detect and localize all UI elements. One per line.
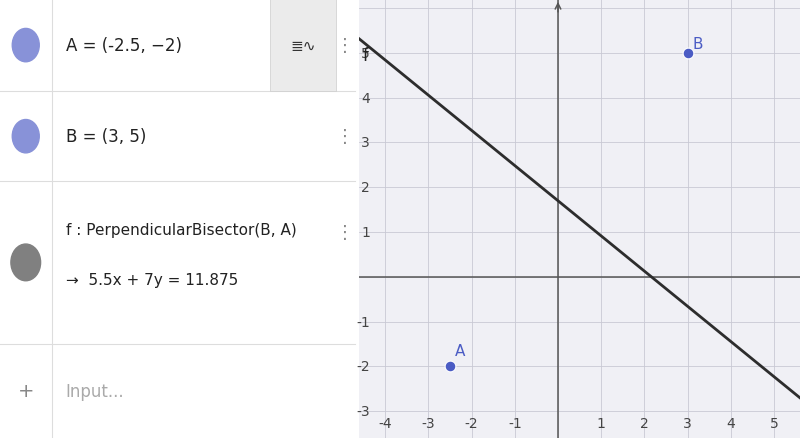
Circle shape — [12, 120, 39, 154]
Text: ⋮: ⋮ — [335, 128, 354, 146]
Text: A = (-2.5, −2): A = (-2.5, −2) — [66, 37, 182, 55]
Text: f : PerpendicularBisector(B, A): f : PerpendicularBisector(B, A) — [66, 223, 297, 237]
Text: -1: -1 — [356, 315, 370, 329]
Text: -3: -3 — [422, 416, 435, 430]
Text: Input...: Input... — [66, 382, 124, 400]
Circle shape — [11, 244, 41, 281]
Text: -2: -2 — [356, 360, 370, 374]
Text: 1: 1 — [361, 226, 370, 240]
Text: -3: -3 — [356, 404, 370, 418]
Text: -4: -4 — [378, 416, 392, 430]
Text: 4: 4 — [362, 92, 370, 105]
Text: 5: 5 — [770, 416, 778, 430]
Text: ⋮: ⋮ — [335, 37, 354, 55]
Point — [443, 363, 456, 370]
Text: -2: -2 — [465, 416, 478, 430]
Text: A: A — [455, 343, 466, 358]
Text: 4: 4 — [726, 416, 735, 430]
Text: 3: 3 — [362, 136, 370, 150]
Circle shape — [12, 29, 39, 63]
Text: ⋮: ⋮ — [335, 223, 354, 241]
Text: B = (3, 5): B = (3, 5) — [66, 128, 146, 146]
Text: f: f — [362, 47, 369, 65]
Text: 2: 2 — [362, 181, 370, 195]
Text: +: + — [18, 381, 34, 400]
Text: 3: 3 — [683, 416, 692, 430]
FancyBboxPatch shape — [270, 0, 336, 92]
Text: ≣∿: ≣∿ — [290, 39, 315, 53]
Text: -1: -1 — [508, 416, 522, 430]
Text: B: B — [693, 36, 703, 51]
Text: 1: 1 — [597, 416, 606, 430]
Text: →  5.5x + 7y = 11.875: → 5.5x + 7y = 11.875 — [66, 273, 238, 288]
Point — [682, 50, 694, 57]
Text: 2: 2 — [640, 416, 649, 430]
Text: 5: 5 — [362, 47, 370, 60]
